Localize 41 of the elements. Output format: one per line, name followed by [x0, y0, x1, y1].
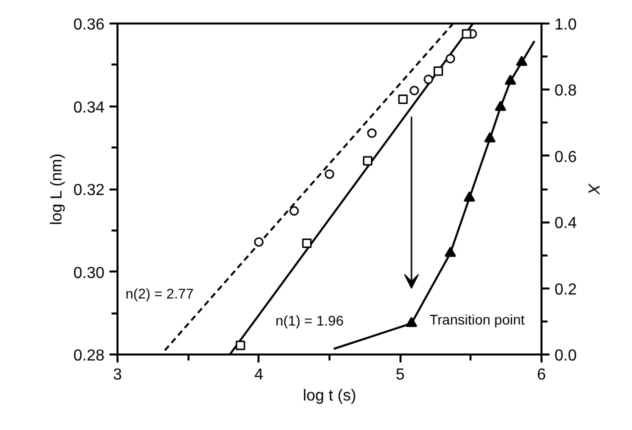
point: [446, 54, 456, 64]
point: [444, 246, 456, 257]
point: [464, 191, 476, 202]
point: [236, 340, 246, 350]
point: [504, 74, 516, 85]
x-tick-label: 3: [113, 366, 122, 384]
point: [494, 100, 506, 111]
y-tick-label: 0.34: [73, 99, 105, 116]
point: [324, 169, 334, 179]
point: [254, 237, 264, 247]
x-axis-title: log t (s): [302, 388, 356, 404]
point: [302, 238, 312, 248]
point: [410, 86, 420, 96]
y-axis-title: log L (nm): [48, 154, 66, 226]
y-tick-label: 0.36: [73, 16, 105, 34]
y2-tick-label: 0.4: [554, 215, 577, 232]
point: [462, 29, 472, 39]
point: [406, 316, 418, 328]
point: [434, 66, 444, 76]
y2-axis-title: X: [584, 182, 602, 196]
point: [398, 94, 408, 104]
y2-tick-label: 0.8: [554, 82, 577, 100]
annotation: n(1) = 1.96: [276, 312, 344, 328]
y2-tick-label: 0.2: [554, 281, 577, 298]
y-tick-label: 0.28: [73, 348, 105, 364]
point: [289, 206, 299, 216]
y2-tick-label: 0.0: [554, 348, 577, 364]
point: [367, 128, 377, 138]
point: [484, 132, 496, 142]
y2-tick-label: 1.0: [554, 16, 577, 34]
y-tick-label: 0.32: [73, 182, 105, 199]
annotation: n(2) = 2.77: [126, 286, 194, 302]
y-tick-label: 0.30: [73, 264, 105, 282]
y2-tick-label: 0.6: [554, 148, 577, 166]
x-tick-label: 6: [537, 366, 546, 384]
point: [362, 156, 372, 166]
x-tick-label: 4: [254, 366, 264, 384]
point: [516, 56, 528, 66]
point: [424, 74, 434, 84]
annotation: Transition point: [429, 311, 525, 328]
x-tick-label: 5: [396, 366, 405, 384]
